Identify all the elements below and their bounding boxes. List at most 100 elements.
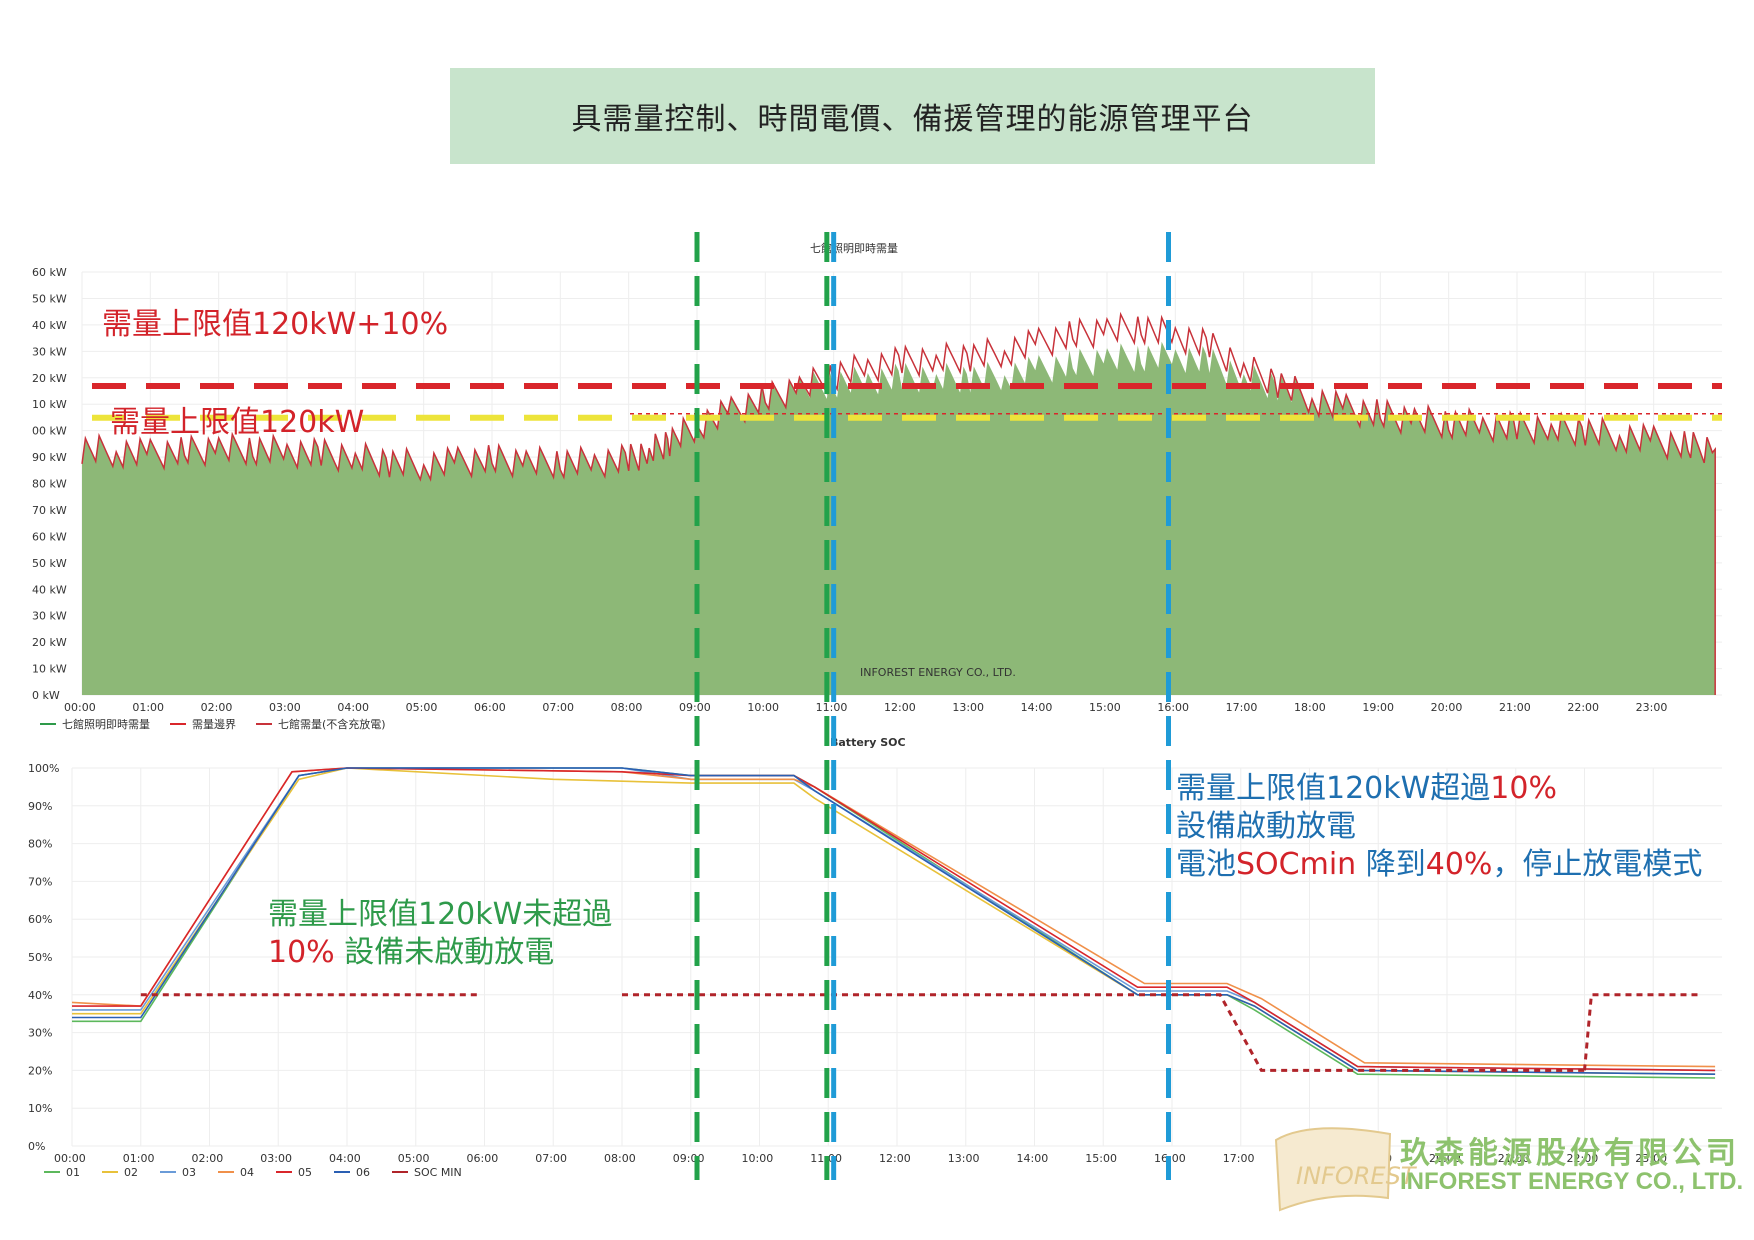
y-tick-label: 20% (28, 1064, 52, 1077)
x-tick-label: 07:00 (542, 701, 574, 714)
legend-label: 04 (240, 1166, 254, 1179)
soc-min-line (622, 993, 1585, 1072)
legend-label: 06 (356, 1166, 370, 1179)
logo-company-en: INFOREST ENERGY CO., LTD. (1400, 1168, 1744, 1195)
y-tick-label: 50 kW (32, 292, 67, 305)
y-tick-label: 20 kW (32, 636, 67, 649)
marker-overlay (694, 232, 1171, 1180)
demand-chart-title: 七館照明即時需量 (810, 241, 898, 255)
y-tick-label: 10 kW (32, 663, 67, 676)
y-tick-label: 70% (28, 875, 52, 888)
annotation-discharge-line3a: 電池 (1176, 847, 1236, 882)
x-tick-label: 14:00 (1021, 701, 1053, 714)
demand-area-series (82, 341, 1716, 695)
logo-mark-icon: INFOREST (1274, 1127, 1418, 1212)
x-tick-label: 21:00 (1498, 1152, 1530, 1165)
y-tick-label: 20 kW (32, 372, 67, 385)
page-title: 具需量控制、時間電價、備援管理的能源管理平台 (571, 102, 1254, 137)
x-tick-label: 08:00 (611, 701, 643, 714)
y-tick-label: 90% (28, 800, 52, 813)
title-banner: 具需量控制、時間電價、備援管理的能源管理平台 (450, 68, 1375, 164)
y-tick-label: 100% (28, 762, 59, 775)
x-tick-label: 15:00 (1089, 701, 1121, 714)
y-tick-label: 60 kW (32, 266, 67, 279)
x-tick-label: 04:00 (329, 1152, 361, 1165)
y-tick-label: 60 kW (32, 530, 67, 543)
logo-company-cn: 玖森能源股份有限公司 (1400, 1136, 1740, 1171)
x-tick-label: 09:00 (673, 1152, 705, 1165)
x-tick-label: 16:00 (1157, 701, 1189, 714)
x-tick-label: 02:00 (192, 1152, 224, 1165)
y-tick-label: 30 kW (32, 345, 67, 358)
x-tick-label: 06:00 (467, 1152, 499, 1165)
annotation-limit-plus-10: 需量上限值120kW+10% (102, 307, 449, 342)
legend-label: 需量邊界 (192, 717, 236, 731)
legend-label: 02 (124, 1166, 138, 1179)
x-tick-label: 13:00 (948, 1152, 980, 1165)
demand-chart: 0 kW 10 kW 20 kW 30 kW 40 kW 50 kW 60 kW 70 kW 8… (30, 232, 1730, 732)
legend-label: 03 (182, 1166, 196, 1179)
x-tick-label: 09:00 (679, 701, 711, 714)
x-tick-label: 23:00 (1636, 701, 1668, 714)
y-tick-label: 10% (28, 1102, 52, 1115)
legend-label: 七館照明即時需量 (62, 717, 150, 731)
company-logo: INFOREST (1274, 1127, 1418, 1212)
x-tick-label: 10:00 (747, 701, 779, 714)
legend-label: 05 (298, 1166, 312, 1179)
annotation-no-discharge-line1: 需量上限值120kW未超過 (268, 897, 613, 932)
y-tick-label: 10 kW (32, 398, 67, 411)
x-tick-label: 23:00 (1635, 1152, 1667, 1165)
x-tick-label: 02:00 (201, 701, 233, 714)
y-tick-label: 80 kW (32, 478, 67, 491)
demand-line-series (81, 311, 1716, 696)
x-tick-label: 00:00 (54, 1152, 86, 1165)
demand-chart-watermark: INFOREST ENERGY CO., LTD. (860, 666, 1016, 679)
x-tick-label: 04:00 (337, 701, 369, 714)
soc-chart: Battery SOC 0% 10% 20% 30% 40% 50% 60% 70% 80% 90%… (28, 736, 1722, 1179)
annotation-limit: 需量上限值120kW (110, 405, 365, 440)
annotation-discharge-line3c: 降到 (1356, 847, 1426, 882)
y-tick-label: 80% (28, 838, 52, 851)
annotation-no-discharge: 需量上限值120kW未超過 10% 設備未啟動放電 (268, 896, 612, 972)
x-tick-label: 06:00 (474, 701, 506, 714)
x-tick-label: 00:00 (64, 701, 96, 714)
x-tick-label: 05:00 (406, 701, 438, 714)
x-tick-label: 22:00 (1567, 701, 1599, 714)
y-tick-label: 70 kW (32, 504, 67, 517)
y-tick-label: 00 kW (32, 425, 67, 438)
soc-min-line (1583, 993, 1702, 1071)
annotation-discharge-line1a: 需量上限值120kW超過 (1176, 771, 1491, 806)
x-tick-label: 15:00 (1085, 1152, 1117, 1165)
y-tick-label: 30 kW (32, 610, 67, 623)
x-tick-label: 01:00 (132, 701, 164, 714)
annotation-no-discharge-line2: 設備未啟動放電 (334, 935, 555, 970)
x-tick-label: 03:00 (260, 1152, 292, 1165)
x-tick-label: 17:00 (1226, 701, 1258, 714)
y-tick-label: 90 kW (32, 451, 67, 464)
x-tick-label: 14:00 (1017, 1152, 1049, 1165)
legend-label: 01 (66, 1166, 80, 1179)
annotation-discharge-line3e: ，停止放電模式 (1492, 847, 1703, 882)
x-tick-label: 20:00 (1429, 1152, 1461, 1165)
x-tick-label: 17:00 (1223, 1152, 1255, 1165)
x-tick-label: 03:00 (269, 701, 301, 714)
soc-chart-title: Battery SOC (830, 736, 906, 749)
annotation-discharge-line3b: SOCmin (1236, 847, 1357, 882)
x-tick-label: 20:00 (1431, 701, 1463, 714)
x-tick-label: 07:00 (535, 1152, 567, 1165)
x-tick-label: 12:00 (879, 1152, 911, 1165)
y-tick-label: 40 kW (32, 319, 67, 332)
x-tick-label: 19:00 (1362, 701, 1394, 714)
y-tick-label: 50% (28, 951, 52, 964)
annotation-discharge: 需量上限值120kW超過10% 設備啟動放電 電池SOCmin 降到40%，停止… (1176, 770, 1702, 884)
annotation-discharge-line1b: 10% (1490, 771, 1557, 806)
x-tick-label: 21:00 (1499, 701, 1531, 714)
legend-label: 七館需量(不含充放電) (278, 717, 386, 731)
soc-series-06 (72, 767, 1716, 1075)
y-tick-label: 40 kW (32, 583, 67, 596)
x-tick-label: 13:00 (952, 701, 984, 714)
annotation-discharge-line2: 設備啟動放電 (1176, 809, 1356, 844)
logo-mark-text: INFOREST (1296, 1162, 1418, 1190)
annotation-no-discharge-pct: 10% (268, 935, 335, 970)
